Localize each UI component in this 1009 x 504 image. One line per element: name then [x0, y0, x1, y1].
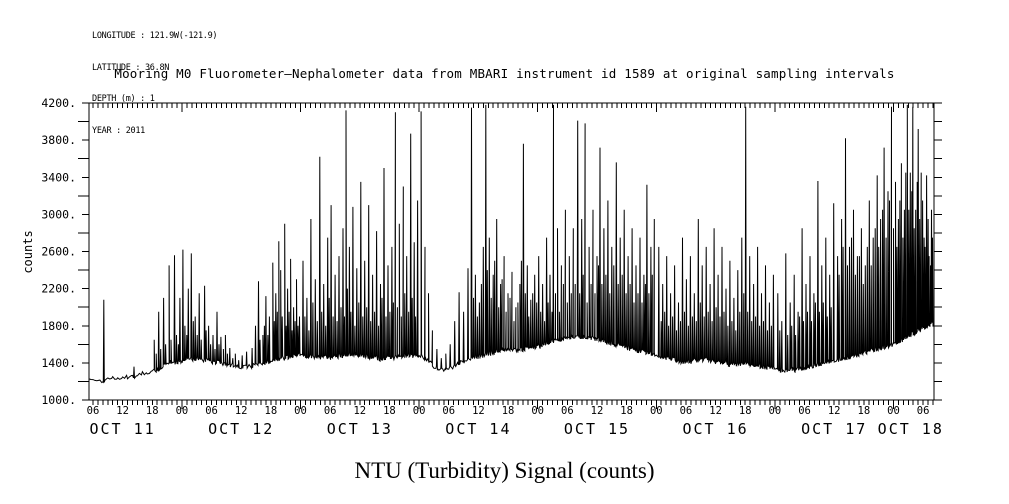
- x-hour-label: 00: [769, 405, 782, 417]
- x-hour-label: 18: [620, 405, 633, 417]
- y-axis-title: counts: [21, 230, 35, 274]
- x-hour-label: 06: [205, 405, 218, 417]
- metadata-year: YEAR : 2011: [92, 125, 145, 136]
- x-hour-label: 00: [176, 405, 189, 417]
- x-hour-label: 06: [917, 405, 930, 417]
- x-day-label: OCT 17: [801, 420, 867, 438]
- y-tick-label: 2200.: [41, 282, 76, 296]
- x-day-label: OCT 11: [90, 420, 156, 438]
- y-tick-label: 3400.: [41, 170, 76, 184]
- x-hour-label: 06: [87, 405, 100, 417]
- plot-title: Mooring M0 Fluorometer—Nephalometer data…: [114, 66, 895, 81]
- y-tick-label: 3000.: [41, 207, 76, 221]
- y-tick-label: 3800.: [41, 133, 76, 147]
- x-hour-label: 00: [294, 405, 307, 417]
- turbidity-series-path: [88, 104, 934, 384]
- y-tick-label: 2600.: [41, 245, 76, 259]
- x-hour-label: 18: [383, 405, 396, 417]
- x-hour-label: 06: [561, 405, 574, 417]
- x-hour-label: 00: [531, 405, 544, 417]
- x-hour-label: 12: [591, 405, 604, 417]
- tick-labels: 1000. 1400. 1800. 2200. 2600. 3000. 3400. 3800.…: [41, 96, 944, 438]
- x-hour-label: 06: [324, 405, 337, 417]
- x-hour-label: 12: [353, 405, 366, 417]
- x-hour-label: 18: [858, 405, 871, 417]
- x-hour-label: 00: [887, 405, 900, 417]
- x-hour-label: 12: [472, 405, 485, 417]
- axes: [78, 102, 942, 409]
- y-tick-label: 4200.: [41, 96, 76, 110]
- x-axis-title: NTU (Turbidity) Signal (counts): [354, 458, 655, 483]
- metadata-latitude: LATITUDE : 36.8N: [92, 62, 170, 73]
- x-hour-label: 06: [680, 405, 693, 417]
- x-day-label: OCT 14: [445, 420, 511, 438]
- metadata-block: LONGITUDE : 121.9W(-121.9) LATITUDE : 36…: [92, 10, 218, 157]
- x-hour-label: 18: [265, 405, 278, 417]
- x-day-label: OCT 18: [878, 420, 944, 438]
- y-tick-label: 1400.: [41, 356, 76, 370]
- x-hour-label: 18: [502, 405, 515, 417]
- x-hour-label: 18: [146, 405, 159, 417]
- x-day-label: OCT 13: [327, 420, 393, 438]
- x-hour-label: 12: [709, 405, 722, 417]
- metadata-longitude: LONGITUDE : 121.9W(-121.9): [92, 31, 218, 41]
- metadata-depth: DEPTH (m) : 1: [92, 94, 155, 104]
- x-hour-label: 12: [116, 405, 129, 417]
- x-hour-label: 12: [828, 405, 841, 417]
- x-day-label: OCT 15: [564, 420, 630, 438]
- y-tick-label: 1000.: [41, 393, 76, 407]
- x-hour-label: 00: [650, 405, 663, 417]
- x-hour-label: 12: [235, 405, 248, 417]
- x-hour-label: 18: [739, 405, 752, 417]
- x-day-label: OCT 16: [682, 420, 748, 438]
- y-tick-label: 1800.: [41, 319, 76, 333]
- x-hour-label: 06: [798, 405, 811, 417]
- x-day-label: OCT 12: [208, 420, 274, 438]
- x-hour-label: 06: [442, 405, 455, 417]
- x-hour-label: 00: [413, 405, 426, 417]
